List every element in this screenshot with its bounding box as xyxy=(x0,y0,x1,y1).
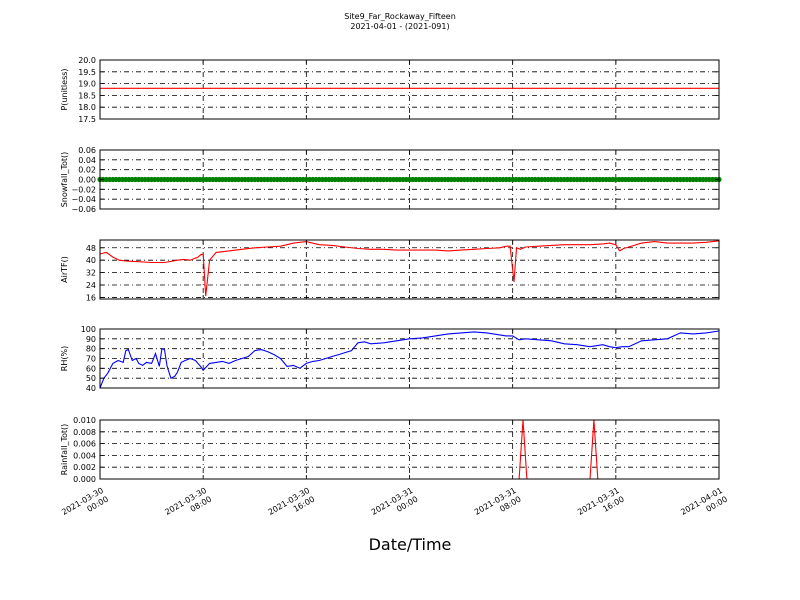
series-markers xyxy=(97,176,722,183)
y-tick-label: 0.00 xyxy=(78,176,96,185)
y-axis-label: Snowfall_Tot() xyxy=(60,152,69,208)
y-tick-label: 100 xyxy=(81,325,96,334)
y-tick-label: 48 xyxy=(86,244,96,253)
y-tick-label: 90 xyxy=(86,335,96,344)
y-tick-label: 60 xyxy=(86,364,96,373)
series-line-2 xyxy=(99,240,720,296)
y-axis-label: Rainfall_Tot() xyxy=(60,424,69,476)
y-tick-label: 0.06 xyxy=(78,146,96,155)
y-tick-label: 70 xyxy=(86,355,96,364)
y-tick-label: −0.06 xyxy=(71,205,96,214)
y-tick-label: 17.5 xyxy=(78,115,96,124)
y-tick-label: 19.0 xyxy=(78,80,96,89)
y-tick-label: 20.0 xyxy=(78,56,96,65)
panel-2: 16 24 32 40 48 AirTF() xyxy=(60,239,720,302)
y-tick-label: 0.010 xyxy=(73,416,96,425)
y-tick-label: −0.04 xyxy=(71,195,96,204)
panels-layer: 17.5 18.0 18.5 19.0 19.5 20.0 P(unitless) −0.06… xyxy=(60,56,722,484)
y-axis-label: AirTF() xyxy=(60,256,69,283)
y-tick-label: 32 xyxy=(86,269,96,278)
y-tick-label: 24 xyxy=(86,281,96,290)
y-tick-label: 40 xyxy=(86,384,96,393)
panel-4: 0.000 0.002 0.004 0.006 0.008 0.010 Rainfall_T… xyxy=(60,416,720,484)
chart-title: Site9_Far_Rockaway_Fifteen xyxy=(344,12,456,21)
y-tick-label: 40 xyxy=(86,256,96,265)
y-axis-label: P(unitless) xyxy=(60,68,69,110)
y-tick-label: 0.004 xyxy=(73,451,96,460)
y-tick-label: 0.02 xyxy=(78,166,96,175)
y-tick-label: 50 xyxy=(86,374,96,383)
chart-subtitle: 2021-04-01 - (2021-091) xyxy=(350,22,449,31)
y-tick-label: 0.000 xyxy=(73,475,96,484)
x-axis-label: Date/Time xyxy=(369,535,452,554)
y-tick-label: 0.002 xyxy=(73,463,96,472)
y-tick-label: −0.02 xyxy=(71,185,96,194)
y-tick-label: 18.5 xyxy=(78,91,96,100)
panel-1: −0.06−0.04−0.020.000.020.040.06 Snowfall_… xyxy=(60,146,722,214)
y-tick-label: 16 xyxy=(86,293,96,302)
y-tick-label: 0.008 xyxy=(73,428,96,437)
y-tick-label: 80 xyxy=(86,345,96,354)
y-tick-label: 18.0 xyxy=(78,103,96,112)
y-tick-label: 0.006 xyxy=(73,440,96,449)
series-line-3 xyxy=(99,330,720,389)
panel-0: 17.5 18.0 18.5 19.0 19.5 20.0 P(unitless) xyxy=(60,56,720,124)
y-tick-label: 0.04 xyxy=(78,156,96,165)
y-axis-label: RH(%) xyxy=(60,346,69,371)
y-tick-label: 19.5 xyxy=(78,68,96,77)
